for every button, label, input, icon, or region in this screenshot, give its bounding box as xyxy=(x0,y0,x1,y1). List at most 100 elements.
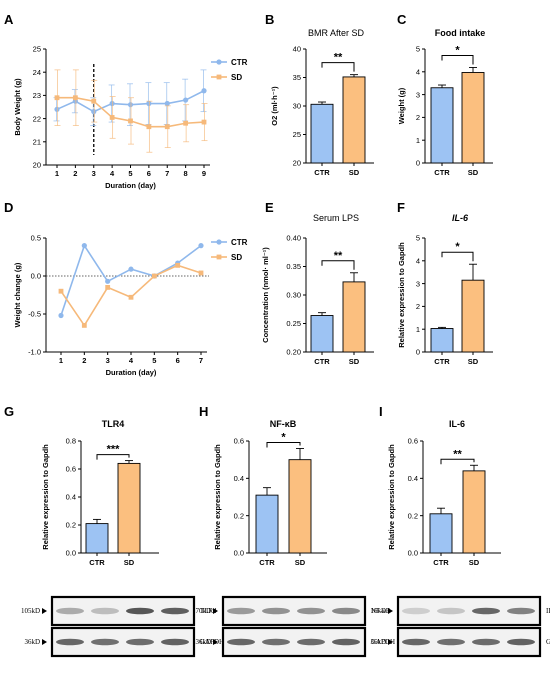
chart-b-y-tick-label: 35 xyxy=(293,73,301,82)
chart-a-y-tick-label: 21 xyxy=(33,138,41,147)
chart-c-y-tick-label: 4 xyxy=(416,68,420,77)
chart-i-significance-label: ** xyxy=(453,448,462,460)
blot-i-gapdh-band xyxy=(402,638,430,646)
chart-a-series-ctr-point xyxy=(146,100,152,107)
chart-g-x-tick-label: SD xyxy=(124,558,135,567)
chart-e-y-tick-label: 0.30 xyxy=(286,291,301,300)
chart-a-series-ctr-point xyxy=(91,109,97,115)
chart-g-y-tick-label: 0.6 xyxy=(66,465,76,474)
chart-c-y-axis-label: Weight (g) xyxy=(397,87,406,124)
blot-h-gapdh-band xyxy=(262,638,290,646)
chart-d-series-ctr-point xyxy=(58,312,64,319)
panel-label-i: I xyxy=(379,404,383,419)
chart-a-y-tick-label: 24 xyxy=(33,68,41,77)
chart-i-title: IL-6 xyxy=(449,419,465,429)
chart-d-series-sd-point xyxy=(151,273,157,279)
chart-e-significance-bracket xyxy=(321,260,355,270)
chart-b-bar-sd xyxy=(342,76,366,164)
chart-d-series-sd-point xyxy=(58,288,64,294)
chart-a-y-axis-label: Body Weight (g) xyxy=(13,78,22,136)
chart-d-x-tick-label: 1 xyxy=(59,356,63,365)
chart-d-x-axis-label: Duration (day) xyxy=(106,368,157,377)
blot-i-top-arrow xyxy=(388,608,393,614)
chart-f-y-tick-label: 4 xyxy=(416,257,420,266)
chart-a-x-tick-label: 8 xyxy=(184,169,188,178)
blot-i-gapdh-band xyxy=(472,638,500,646)
blot-h-gapdh-kd-label: 36kD xyxy=(195,638,211,646)
blot-g-top-arrow xyxy=(42,608,47,614)
chart-d-series-ctr-point xyxy=(81,243,87,249)
chart-h-y-axis-label: Relative expression to Gapdh xyxy=(213,444,222,550)
chart-a-x-tick-label: 7 xyxy=(165,169,169,178)
chart-a-series-sd-point xyxy=(201,119,207,125)
panel-label-h: H xyxy=(199,404,208,419)
blot-i-top-band xyxy=(507,607,535,615)
chart-d-x-tick-label: 4 xyxy=(129,356,134,365)
chart-c-bar-sd xyxy=(461,72,485,164)
chart-a-legend-sd-marker xyxy=(216,74,222,80)
blot-g-gapdh-band xyxy=(126,638,154,646)
blot-h-gapdh-band xyxy=(297,638,325,646)
chart-a-series-ctr-point xyxy=(164,100,170,107)
chart-a-series-ctr-point xyxy=(127,102,134,108)
chart-f-y-tick-label: 2 xyxy=(416,302,420,311)
chart-e-y-tick-label: 0.35 xyxy=(286,262,301,271)
chart-f-title: IL-6 xyxy=(452,213,469,223)
chart-d-y-axis-label: Weight change (g) xyxy=(13,262,22,327)
chart-f-significance-bracket xyxy=(441,251,474,262)
blot-g-gapdh-band xyxy=(161,638,189,646)
chart-a-series-ctr-point xyxy=(201,88,207,94)
chart-d-legend-sd-marker xyxy=(216,254,222,260)
chart-a-series-sd-point xyxy=(146,124,152,130)
blot-h-gapdh-arrow xyxy=(213,639,218,645)
blot-i-top-protein-label: IL-6 xyxy=(546,607,550,615)
blot-h-gapdh-protein-label: GAPDH xyxy=(371,638,395,646)
blot-g-top-kd-label: 105kD xyxy=(21,607,40,615)
chart-g-bar-sd xyxy=(117,462,141,554)
chart-a-series-sd-point xyxy=(91,98,97,104)
blot-g-gapdh-kd-label: 36kD xyxy=(24,638,40,646)
chart-a-legend-sd-label: SD xyxy=(231,73,242,82)
chart-f-significance-label: * xyxy=(455,241,460,253)
chart-i-x-tick-label: SD xyxy=(469,558,480,567)
blot-i-gapdh-kd-label: 36kD xyxy=(370,638,386,646)
chart-h-y-tick-label: 0.4 xyxy=(234,474,244,483)
chart-a-x-tick-label: 9 xyxy=(202,169,206,178)
chart-e-bar-sd xyxy=(342,281,366,353)
chart-e-x-tick-label: SD xyxy=(349,357,360,366)
chart-f-y-tick-label: 3 xyxy=(416,279,420,288)
chart-a-y-tick-label: 25 xyxy=(33,45,41,54)
chart-b-x-tick-label: CTR xyxy=(314,168,330,177)
chart-d-y-tick-label: 0.5 xyxy=(31,234,41,243)
chart-a-series-sd-point xyxy=(128,118,133,124)
chart-f-x-tick-label: CTR xyxy=(434,357,450,366)
chart-d-x-tick-label: 2 xyxy=(82,356,86,365)
blot-i-top-band xyxy=(472,607,500,615)
chart-e-y-tick-label: 0.40 xyxy=(286,234,301,243)
blot-g-top-band xyxy=(126,607,154,615)
chart-d-series-ctr-point xyxy=(198,243,204,249)
chart-h-x-tick-label: SD xyxy=(295,558,306,567)
blot-g-gapdh-protein-label: GAPDH xyxy=(200,638,224,646)
chart-a-x-tick-label: 4 xyxy=(110,169,115,178)
chart-g-y-tick-label: 0.0 xyxy=(66,549,76,558)
chart-i-y-axis-label: Relative expression to Gapdh xyxy=(387,444,396,550)
chart-a-series-sd-point xyxy=(164,124,170,130)
blot-g-top-protein-label: TLR4 xyxy=(200,607,217,615)
chart-a-series-sd-point xyxy=(183,120,189,126)
chart-a-x-tick-label: 2 xyxy=(73,169,77,178)
panel-label-e: E xyxy=(265,200,274,215)
chart-e-y-tick-label: 0.25 xyxy=(286,319,301,328)
chart-h-bar-sd xyxy=(288,459,312,554)
chart-a-y-tick-label: 22 xyxy=(33,114,41,123)
chart-b-y-tick-label: 20 xyxy=(293,159,301,168)
chart-a-series-ctr-point xyxy=(54,106,60,112)
chart-f-y-tick-label: 5 xyxy=(416,234,420,243)
blot-h-top-protein-label: NF-κB xyxy=(371,607,391,615)
chart-h-bar-ctr xyxy=(255,494,279,554)
chart-a-y-tick-label: 20 xyxy=(33,161,41,170)
chart-i-y-tick-label: 0.2 xyxy=(408,511,418,520)
chart-g-significance-bracket xyxy=(96,454,130,460)
chart-h-title: NF-κB xyxy=(270,419,297,429)
panel-label-b: B xyxy=(265,12,274,27)
